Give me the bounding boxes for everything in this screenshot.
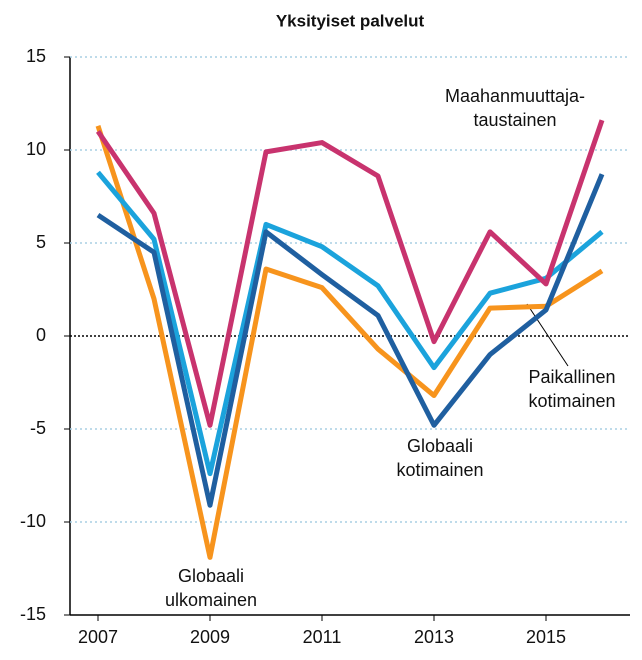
series-label: Paikallinen — [528, 367, 615, 387]
y-tick-label: 10 — [26, 139, 46, 159]
line-series — [96, 173, 605, 508]
series-label: taustainen — [473, 110, 556, 130]
y-tick-label: -5 — [30, 418, 46, 438]
series-label: Maahanmuuttaja- — [445, 86, 585, 106]
y-tick-label: 0 — [36, 325, 46, 345]
series-label: Globaali — [178, 566, 244, 586]
y-tick-label: 5 — [36, 232, 46, 252]
line-series — [95, 125, 604, 560]
series-label: Globaali — [407, 436, 473, 456]
x-tick-label: 2013 — [414, 627, 454, 647]
y-tick-label: -15 — [20, 604, 46, 624]
line-series — [96, 170, 604, 477]
x-tick-label: 2009 — [190, 627, 230, 647]
series-label: kotimainen — [528, 391, 615, 411]
x-tick-label: 2007 — [78, 627, 118, 647]
series-label: kotimainen — [396, 460, 483, 480]
leader-line — [526, 303, 569, 367]
series-label: ulkomainen — [165, 590, 257, 610]
y-tick-label: -10 — [20, 511, 46, 531]
x-tick-label: 2015 — [526, 627, 566, 647]
chart-title: Yksityiset palvelut — [276, 11, 425, 30]
x-tick-label: 2011 — [303, 627, 342, 647]
y-tick-label: 15 — [26, 46, 46, 66]
line-series — [95, 119, 605, 428]
